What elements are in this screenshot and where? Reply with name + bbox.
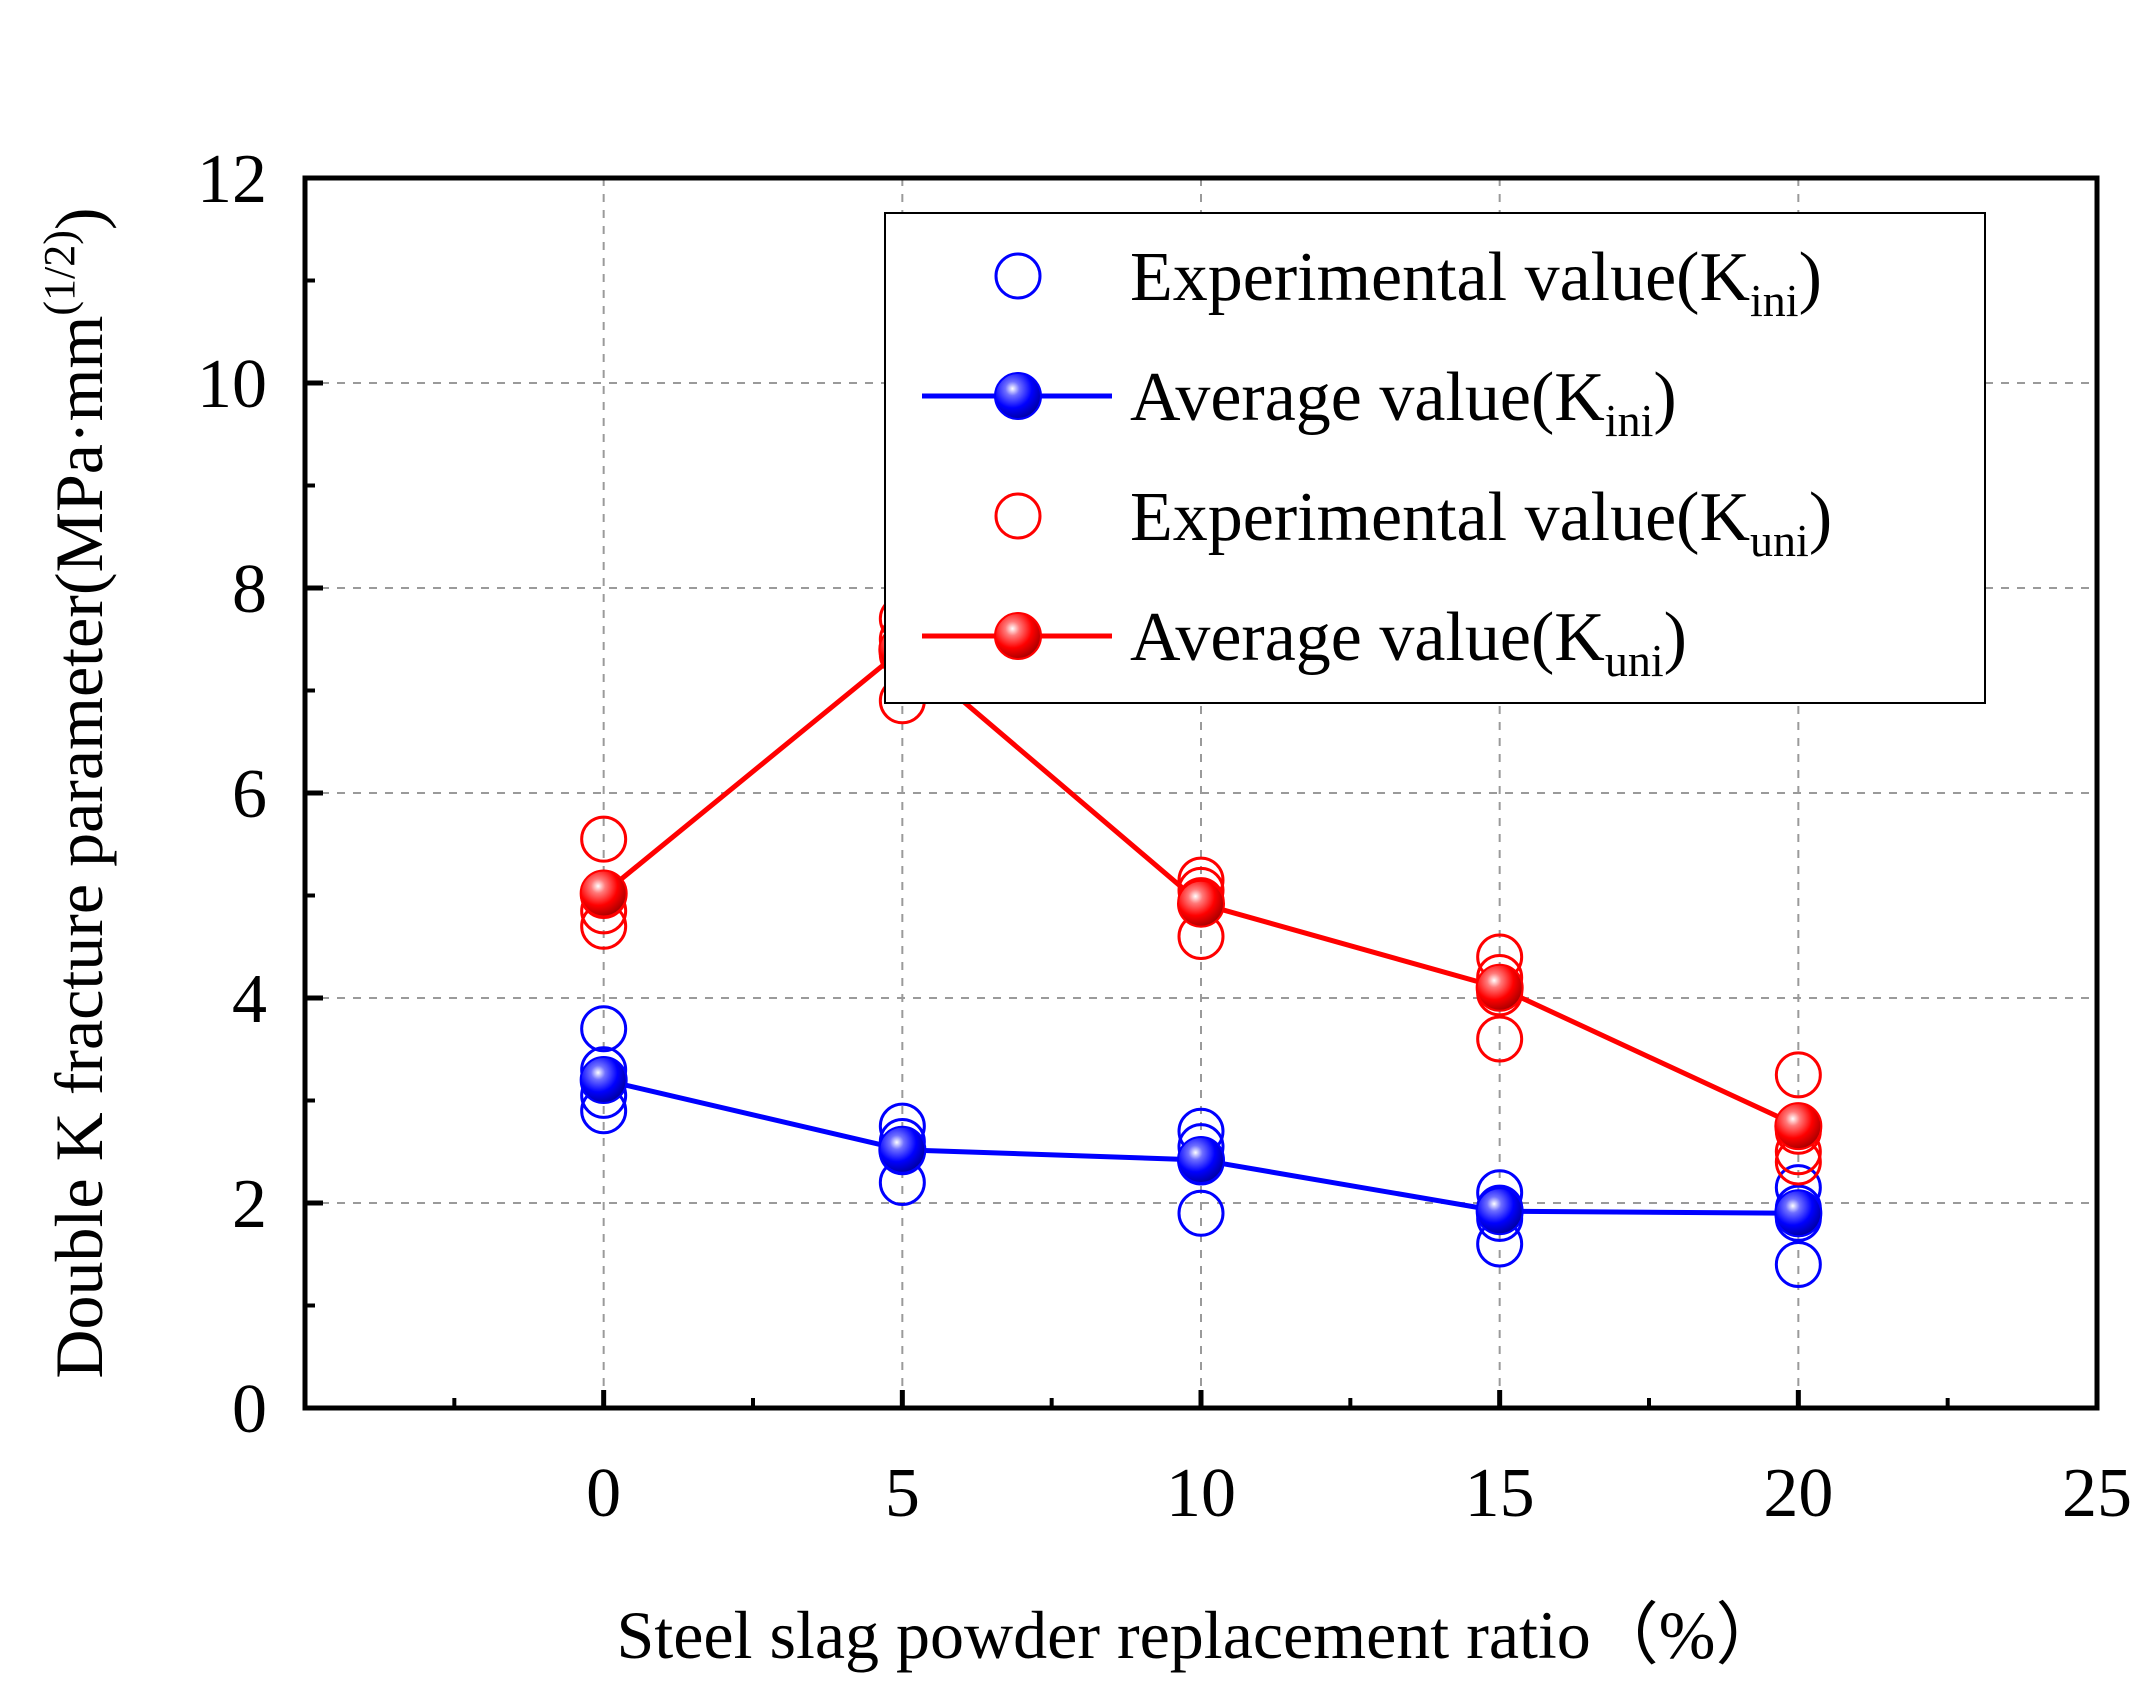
legend-label: Average value(Kuni) xyxy=(1130,599,1687,686)
y-tick-label: 12 xyxy=(197,141,267,218)
average-point xyxy=(579,869,628,918)
legend-item: Experimental value(Kuni) xyxy=(994,479,1832,566)
average-point xyxy=(1177,1135,1225,1184)
x-axis-label: Steel slag powder replacement ratio（%） xyxy=(617,1597,1784,1673)
series-uni-average xyxy=(579,625,1823,1151)
legend-label: Experimental value(Kini) xyxy=(1130,239,1822,326)
average-point xyxy=(1177,879,1225,928)
y-tick-label: 0 xyxy=(232,1371,267,1448)
tick-labels: 0 5 10 15 20 25 0 2 4 6 8 10 12 xyxy=(197,141,2132,1532)
average-point xyxy=(1774,1189,1823,1238)
legend-box xyxy=(884,212,1986,704)
average-point xyxy=(878,1125,927,1174)
y-tick-label: 8 xyxy=(232,551,267,628)
x-tick-label: 5 xyxy=(885,1455,920,1532)
y-tick-label: 2 xyxy=(232,1166,267,1243)
experimental-point xyxy=(580,1005,628,1053)
experimental-point xyxy=(1476,1015,1524,1063)
legend-label: Average value(Kini) xyxy=(1130,359,1677,446)
legend-item: Average value(Kini) xyxy=(922,359,1677,446)
x-tick-label: 25 xyxy=(2062,1455,2132,1532)
y-axis-label-close: ) xyxy=(41,207,117,230)
experimental-point xyxy=(1177,1189,1225,1237)
y-axis-label-superscript: (1/2) xyxy=(35,230,84,316)
x-tick-label: 15 xyxy=(1465,1455,1535,1532)
y-tick-label: 4 xyxy=(232,961,267,1038)
average-point xyxy=(1475,1187,1524,1236)
average-point xyxy=(1475,963,1524,1012)
average-point xyxy=(1774,1102,1823,1151)
average-point xyxy=(579,1056,628,1104)
x-tick-label: 0 xyxy=(586,1455,621,1532)
experimental-point xyxy=(1774,1241,1822,1288)
legend-marker xyxy=(994,372,1042,420)
y-tick-label: 10 xyxy=(197,346,267,423)
experimental-point xyxy=(580,815,628,863)
plot-area-frame xyxy=(302,175,2100,1411)
x-tick-label: 10 xyxy=(1166,1455,1236,1532)
legend-item: Experimental value(Kini) xyxy=(994,239,1822,326)
series-ini-average xyxy=(579,1056,1823,1238)
legend-item: Average value(Kuni) xyxy=(922,599,1687,686)
x-tick-label: 20 xyxy=(1763,1455,1833,1532)
legend-marker xyxy=(994,252,1042,300)
legend-label: Experimental value(Kuni) xyxy=(1130,479,1832,566)
legend: Experimental value(Kini) Average value(Ki… xyxy=(884,212,1986,704)
y-tick-label: 6 xyxy=(232,756,267,833)
legend-marker xyxy=(994,612,1042,660)
y-axis-label: Double K fracture parameter(MPa·mm(1/2)) xyxy=(35,207,117,1378)
series-layer xyxy=(579,595,1823,1288)
experimental-point xyxy=(1774,1051,1822,1099)
y-axis-label-main: Double K fracture parameter(MPa·mm xyxy=(41,316,117,1379)
legend-marker xyxy=(994,492,1042,540)
